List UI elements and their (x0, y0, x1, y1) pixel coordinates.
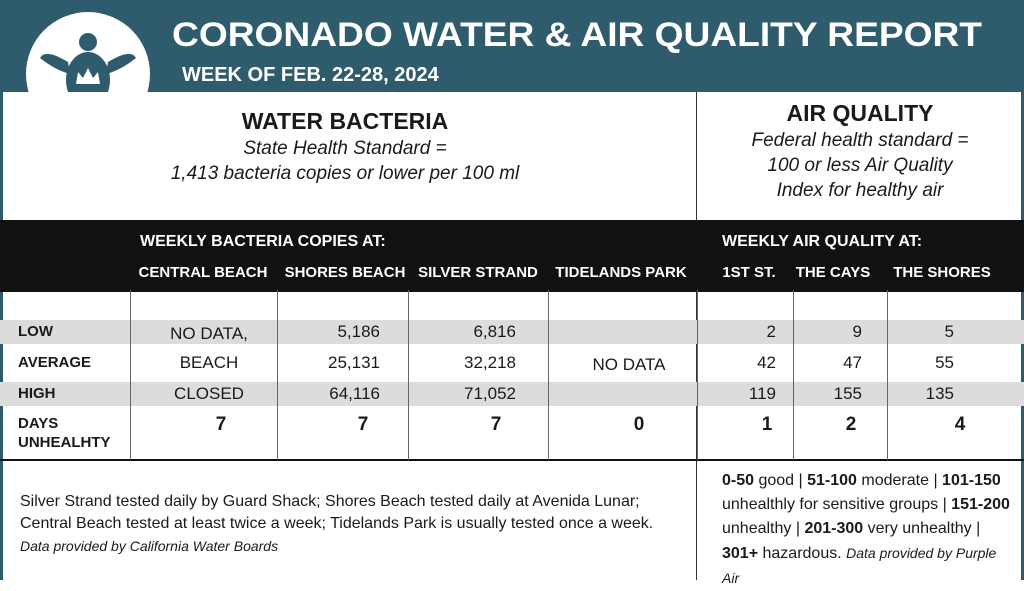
aqi-range: 51-100 (807, 472, 857, 489)
column-header: TIDELANDS PARK (555, 264, 687, 281)
aqi-range: 0-50 (722, 472, 755, 489)
water-heading: WATER BACTERIA (241, 108, 449, 134)
aqi-range: 201-300 (804, 520, 864, 537)
row-label: LOW (18, 323, 53, 340)
note-source: Data provided by California Water Boards (20, 538, 279, 554)
air-group-label: WEEKLY AIR QUALITY AT: (722, 233, 923, 250)
table-cell: 64,116 (329, 384, 380, 403)
standard-line: 100 or less Air Quality (767, 155, 953, 176)
note-text: Silver Strand tested daily by Guard Shac… (20, 493, 654, 532)
column-header: SHORES BEACH (284, 264, 406, 281)
separator: | (971, 520, 981, 537)
column-header: THE SHORES (893, 264, 991, 281)
row-label: HIGH (18, 385, 56, 402)
column-divider (277, 290, 278, 460)
aqi-range: 151-200 (951, 496, 1010, 513)
aqi-label: unhealthy (722, 520, 792, 537)
table-cell: CLOSED (174, 384, 244, 403)
table-cell: 5,186 (337, 322, 380, 341)
row-label: DAYS (18, 415, 59, 432)
water-note: Silver Strand tested daily by Guard Shac… (20, 491, 685, 558)
tidelands-note: NO DATA (592, 355, 666, 374)
table-cell: 55 (935, 353, 954, 372)
column-divider (130, 290, 131, 460)
column-header: SILVER STRAND (418, 264, 538, 281)
column-header: 1ST ST. (722, 264, 776, 281)
table-header-band (0, 220, 1024, 290)
aqi-range: 101-150 (942, 472, 1001, 489)
table-cell: 47 (843, 353, 862, 372)
standard-line: Federal health standard = (751, 130, 969, 151)
aqi-label: hazardous. (762, 545, 842, 562)
column-divider (408, 290, 409, 460)
column-divider (887, 290, 888, 460)
table-cell: 9 (852, 322, 862, 341)
water-standard: State Health Standard = 1,413 bacteria co… (0, 136, 690, 186)
separator: | (938, 496, 952, 513)
table-cell: 5 (944, 322, 954, 341)
table-cell: 119 (748, 384, 776, 403)
table-cell: 135 (925, 384, 954, 403)
water-group-label: WEEKLY BACTERIA COPIES AT: (140, 233, 386, 250)
subtitle: WEEK OF FEB. 22-28, 2024 (182, 64, 440, 86)
table-header-rule (0, 290, 1024, 292)
table-cell: 42 (757, 353, 776, 372)
title: CORONADO WATER & AIR QUALITY REPORT (172, 16, 982, 54)
aqi-label: unhealthly for sensitive groups (722, 496, 939, 513)
standard-line: 1,413 bacteria copies or lower per 100 m… (170, 163, 520, 184)
table-cell: NO DATA, (170, 324, 248, 343)
table-cell: 7 (490, 414, 502, 435)
crown (76, 68, 100, 84)
table-cell: 2 (845, 414, 857, 435)
table-cell: 71,052 (464, 384, 516, 403)
table-cell: 25,131 (328, 353, 380, 372)
row-label: AVERAGE (18, 354, 92, 371)
standard-line: State Health Standard = (243, 138, 447, 159)
header: CORONADO WATER & AIR QUALITY REPORT WEEK… (0, 0, 1024, 92)
separator: | (794, 472, 808, 489)
row-stripe (0, 320, 1024, 344)
separator: | (929, 472, 943, 489)
separator: | (791, 520, 805, 537)
column-header: THE CAYS (795, 264, 871, 281)
column-divider (697, 290, 698, 460)
table-cell: 7 (215, 414, 227, 435)
row-stripe (0, 382, 1024, 406)
header-band (0, 0, 1024, 92)
table-cell: 7 (357, 414, 369, 435)
air-legend: 0-50 good | 51-100 moderate | 101-150 un… (722, 469, 1014, 591)
row-label: UNHEALHTY (18, 434, 111, 451)
standard-line: Index for healthy air (776, 180, 944, 201)
table-cell: 2 (766, 322, 776, 341)
table-bottom-rule (0, 459, 1024, 461)
aqi-label: good (758, 472, 795, 489)
air-heading: AIR QUALITY (786, 100, 934, 126)
column-divider (548, 290, 549, 460)
table-cell: 32,218 (464, 353, 516, 372)
table-cell: 1 (761, 414, 773, 435)
column-header: CENTRAL BEACH (138, 264, 268, 281)
column-divider (793, 290, 794, 460)
aqi-label: very unhealthy (867, 520, 972, 537)
table-cell: BEACH (179, 353, 239, 372)
aqi-range: 301+ (722, 545, 759, 562)
table-cell: 6,816 (473, 322, 516, 341)
table-cell: 0 (633, 414, 645, 435)
aqi-label: moderate (861, 472, 929, 489)
air-standard: Federal health standard = 100 or less Air… (700, 128, 1020, 203)
table-cell: 155 (833, 384, 862, 403)
table-cell: 4 (954, 414, 966, 435)
